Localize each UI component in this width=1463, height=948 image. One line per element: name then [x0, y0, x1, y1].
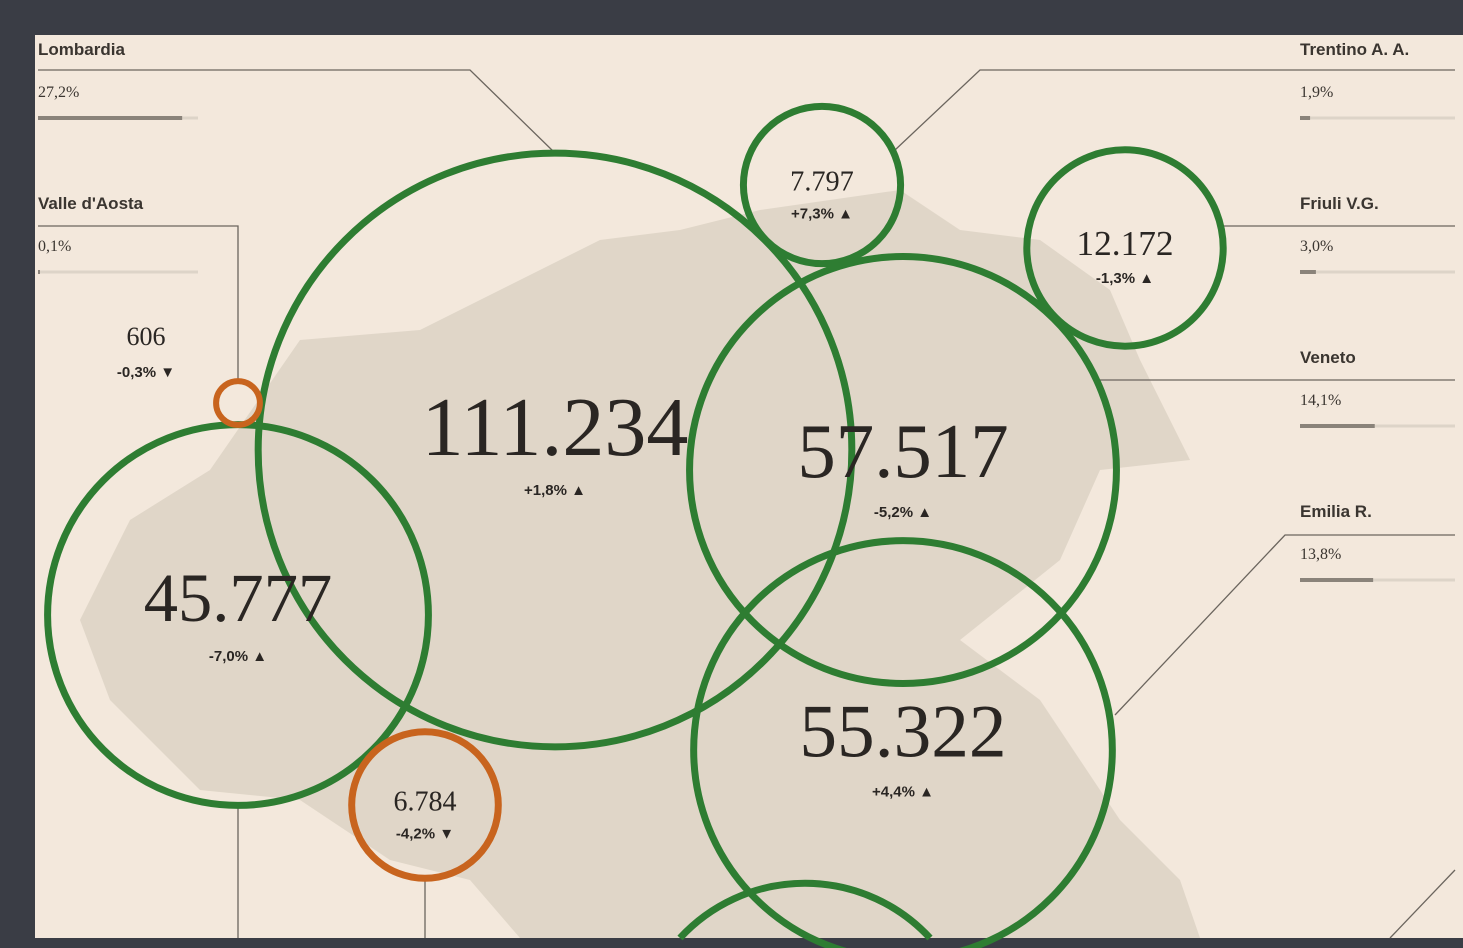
- bubble-change: -0,3% ▼: [117, 364, 175, 381]
- bubble-value: 7.797: [790, 167, 854, 198]
- region-name: Friuli V.G.: [1300, 194, 1379, 213]
- region-share: 27,2%: [38, 84, 79, 101]
- leader-line: [38, 225, 239, 380]
- bubble-value: 45.777: [144, 560, 333, 636]
- leader-line: [1114, 534, 1455, 716]
- bubble: [739, 102, 905, 268]
- region-name: Valle d'Aosta: [38, 194, 144, 213]
- region-name: Trentino A. A.: [1300, 40, 1409, 59]
- bubble-value: 57.517: [797, 409, 1008, 494]
- share-bar: [1300, 424, 1375, 428]
- share-bar: [38, 270, 40, 274]
- region-share: 13,8%: [1300, 546, 1341, 563]
- map-shape: [80, 190, 1200, 938]
- leader-line: [894, 69, 1455, 151]
- bubble-value: 111.234: [422, 381, 689, 474]
- region-share: 14,1%: [1300, 392, 1341, 409]
- bubble-change: -5,2% ▲: [874, 504, 932, 521]
- share-bar: [38, 116, 183, 120]
- bubble-change: -1,3% ▲: [1096, 270, 1154, 287]
- bubble: [686, 253, 1120, 687]
- region-name: Lombardia: [38, 40, 125, 59]
- bubble: [690, 537, 1116, 948]
- bubble: [254, 149, 856, 751]
- bubble-value: 12.172: [1076, 224, 1173, 263]
- region-share: 1,9%: [1300, 84, 1333, 101]
- bubble-change: +4,4% ▲: [872, 784, 934, 801]
- share-bar: [1300, 270, 1316, 274]
- share-bar: [1300, 116, 1311, 120]
- region-share: 3,0%: [1300, 238, 1333, 255]
- share-bar: [1300, 578, 1374, 582]
- region-name: Emilia R.: [1300, 502, 1372, 521]
- partial-bubble: [677, 879, 933, 941]
- bubble-value: 55.322: [799, 691, 1006, 774]
- leader-lines: [38, 69, 1456, 939]
- bubble-value: 606: [127, 322, 166, 351]
- leader-line: [1389, 869, 1456, 939]
- bubble-change: +1,8% ▲: [524, 482, 586, 499]
- leader-line: [38, 69, 556, 154]
- region-name: Veneto: [1300, 348, 1356, 367]
- bubble-change: -4,2% ▼: [396, 826, 454, 843]
- bubble-value: 6.784: [394, 787, 457, 818]
- bubble: [348, 728, 502, 882]
- bubble-change: +7,3% ▲: [791, 206, 853, 223]
- bubble: [213, 378, 263, 428]
- region-share: 0,1%: [38, 238, 71, 255]
- bubble: [1023, 146, 1227, 350]
- bubble-change: -7,0% ▲: [209, 648, 267, 665]
